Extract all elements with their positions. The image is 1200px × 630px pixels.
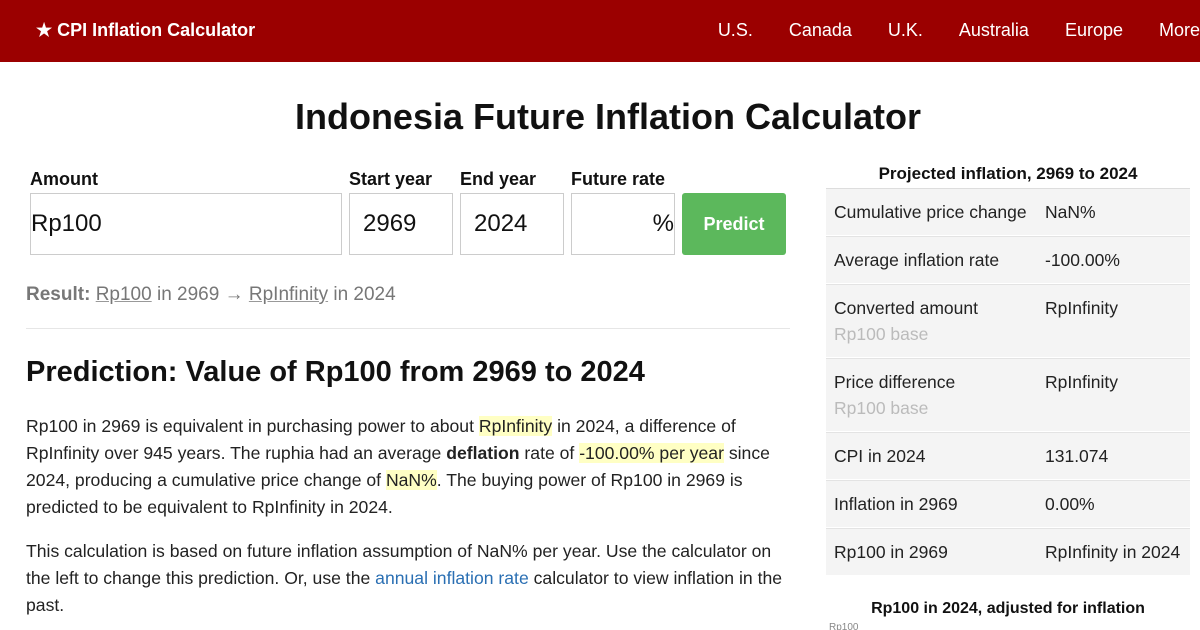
top-navbar: ★ CPI Inflation Calculator U.S. Canada U…: [0, 0, 1200, 62]
row-label: Price difference: [834, 372, 956, 392]
assumption-paragraph: This calculation is based on future infl…: [26, 541, 783, 615]
row-value: -100.00%: [1045, 250, 1120, 270]
nav-link-us[interactable]: U.S.: [717, 20, 753, 40]
row-label: Inflation in 2969: [834, 494, 958, 514]
row-sublabel: Rp100 base: [834, 324, 929, 344]
result-to-amount: RpInfinity: [248, 284, 329, 305]
row-sublabel: Rp100 base: [834, 398, 929, 418]
row-label: Average inflation rate: [834, 250, 1000, 270]
table-row: Inflation in 2969 0.00%: [826, 480, 1190, 528]
page-title: Indonesia Future Inflation Calculator: [294, 96, 922, 137]
amount-input[interactable]: Rp100: [30, 193, 342, 255]
predict-button[interactable]: Predict: [682, 193, 786, 255]
highlight-rate: -100.00% per year: [579, 443, 724, 463]
row-value: RpInfinity: [1045, 298, 1118, 318]
highlight-converted: RpInfinity: [478, 416, 553, 436]
nav-link-australia[interactable]: Australia: [958, 20, 1029, 40]
table-row: Price difference Rp100 base RpInfinity: [826, 358, 1190, 432]
row-value: NaN%: [1045, 202, 1096, 222]
start-year-value: 2969: [363, 210, 417, 237]
annual-inflation-link[interactable]: annual inflation rate: [375, 568, 529, 588]
amount-label: Amount: [30, 169, 98, 189]
projection-table: Cumulative price change NaN% Average inf…: [826, 188, 1190, 576]
end-year-value: 2024: [474, 210, 528, 237]
row-label: CPI in 2024: [834, 446, 926, 466]
deflation-word: deflation: [446, 443, 520, 463]
chart-axis-label: Rp100: [829, 622, 859, 630]
prediction-paragraph: Rp100 in 2969 is equivalent in purchasin…: [26, 416, 770, 517]
result-mid: in 2969: [156, 284, 220, 305]
result-end: in 2024: [333, 284, 396, 305]
percent-suffix: %: [652, 210, 674, 237]
result-arrow: →: [224, 284, 244, 305]
sidebar-title: Projected inflation, 2969 to 2024: [878, 164, 1138, 183]
table-row: Average inflation rate -100.00%: [826, 236, 1190, 284]
row-value: RpInfinity in 2024: [1045, 542, 1181, 562]
row-label: Cumulative price change: [834, 202, 1027, 222]
result-line: Result: Rp100 in 2969 → RpInfinity in 20…: [26, 284, 396, 306]
nav-link-uk[interactable]: U.K.: [887, 20, 923, 40]
nav-link-more[interactable]: More: [1158, 20, 1200, 40]
chart-title: Rp100 in 2024, adjusted for inflation: [871, 600, 1145, 617]
table-row: Converted amount Rp100 base RpInfinity: [826, 284, 1190, 358]
nav-link-canada[interactable]: Canada: [788, 20, 852, 40]
row-value: 0.00%: [1045, 494, 1095, 514]
row-label: Converted amount: [834, 298, 978, 318]
start-year-label: Start year: [349, 169, 433, 189]
row-label: Rp100 in 2969: [834, 542, 948, 562]
nav-links: U.S. Canada U.K. Australia Europe More: [718, 20, 1200, 41]
end-year-input[interactable]: 2024: [460, 193, 564, 255]
brand-logo-link[interactable]: ★ CPI Inflation Calculator: [36, 20, 256, 40]
table-row: CPI in 2024 131.074: [826, 432, 1190, 480]
row-value: 131.074: [1045, 446, 1109, 466]
end-year-label: End year: [460, 169, 537, 189]
prediction-heading: Prediction: Value of Rp100 from 2969 to …: [26, 356, 645, 388]
future-rate-label: Future rate: [571, 169, 666, 189]
nav-link-europe[interactable]: Europe: [1064, 20, 1123, 40]
start-year-input[interactable]: 2969: [349, 193, 453, 255]
table-row: Rp100 in 2969 RpInfinity in 2024: [826, 528, 1190, 576]
highlight-cumulative: NaN%: [385, 470, 437, 490]
future-rate-input[interactable]: %: [571, 193, 675, 255]
result-label: Result:: [26, 284, 91, 305]
row-value: RpInfinity: [1045, 372, 1118, 392]
table-row: Cumulative price change NaN%: [826, 189, 1190, 236]
amount-input-value: Rp100: [31, 210, 102, 237]
result-from-amount: Rp100: [95, 284, 152, 305]
divider: [26, 328, 790, 329]
